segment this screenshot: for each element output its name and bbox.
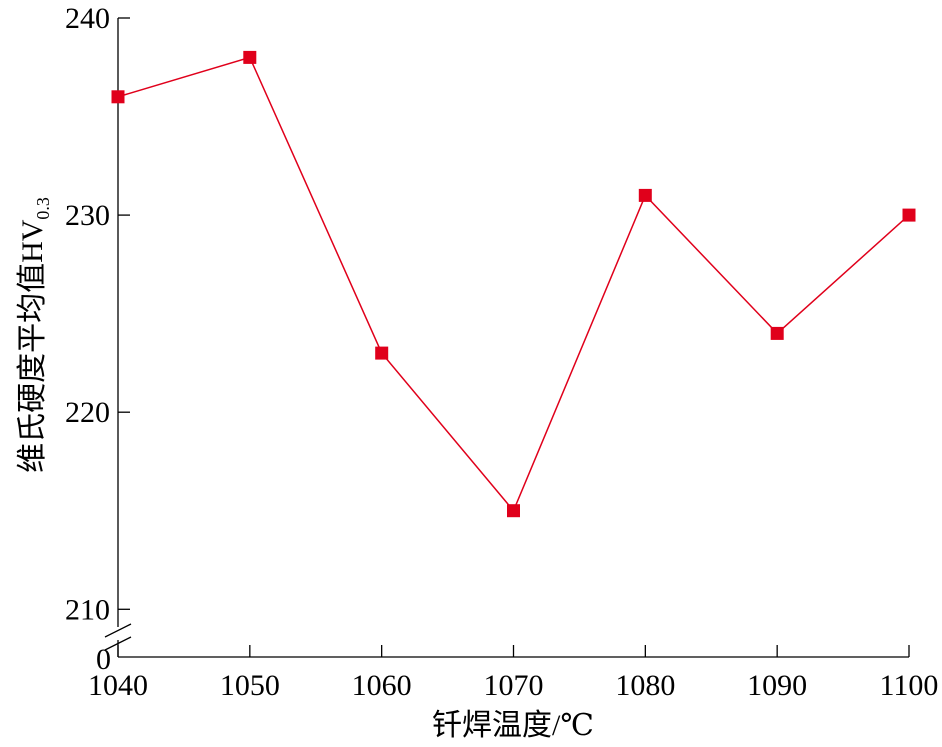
y-tick-label: 230	[65, 199, 110, 232]
x-axis-title: 钎焊温度/℃	[432, 709, 594, 742]
x-ticks: 1040 1050 1060 1070 1080 1090 1100	[88, 645, 938, 702]
axis-break-mark	[104, 623, 132, 651]
y-axis-title-subscript: 0.3	[33, 197, 53, 220]
x-tick-label: 1040	[88, 669, 148, 702]
y-tick-label: 210	[65, 593, 110, 626]
plot-area	[111, 50, 916, 518]
x-tick-label: 1090	[747, 669, 807, 702]
y-ticks: 210 220 230 240	[65, 2, 130, 626]
x-axis: 1040 1050 1060 1070 1080 1090 1100	[88, 645, 938, 702]
data-point-marker	[770, 326, 784, 340]
y-tick-label: 220	[65, 396, 110, 429]
x-tick-label: 1080	[615, 669, 675, 702]
series-line	[117, 56, 910, 513]
x-tick-label: 1100	[880, 669, 939, 702]
data-point-marker	[902, 208, 916, 222]
x-tick-label: 1070	[484, 669, 544, 702]
y-zero-label: 0	[96, 643, 111, 676]
y-axis: 210 220 230 240 0	[65, 2, 132, 676]
data-point-marker	[638, 188, 652, 202]
y-axis-title-main: 维氏硬度平均值HV	[16, 219, 49, 473]
x-tick-label: 1060	[352, 669, 412, 702]
y-axis-title: 维氏硬度平均值HV0.3	[16, 197, 53, 473]
data-point-marker	[243, 50, 257, 64]
x-tick-label: 1050	[220, 669, 280, 702]
data-point-marker	[375, 346, 389, 360]
y-tick-label: 240	[65, 2, 110, 35]
data-point-marker	[111, 90, 125, 104]
data-point-marker	[507, 504, 520, 518]
